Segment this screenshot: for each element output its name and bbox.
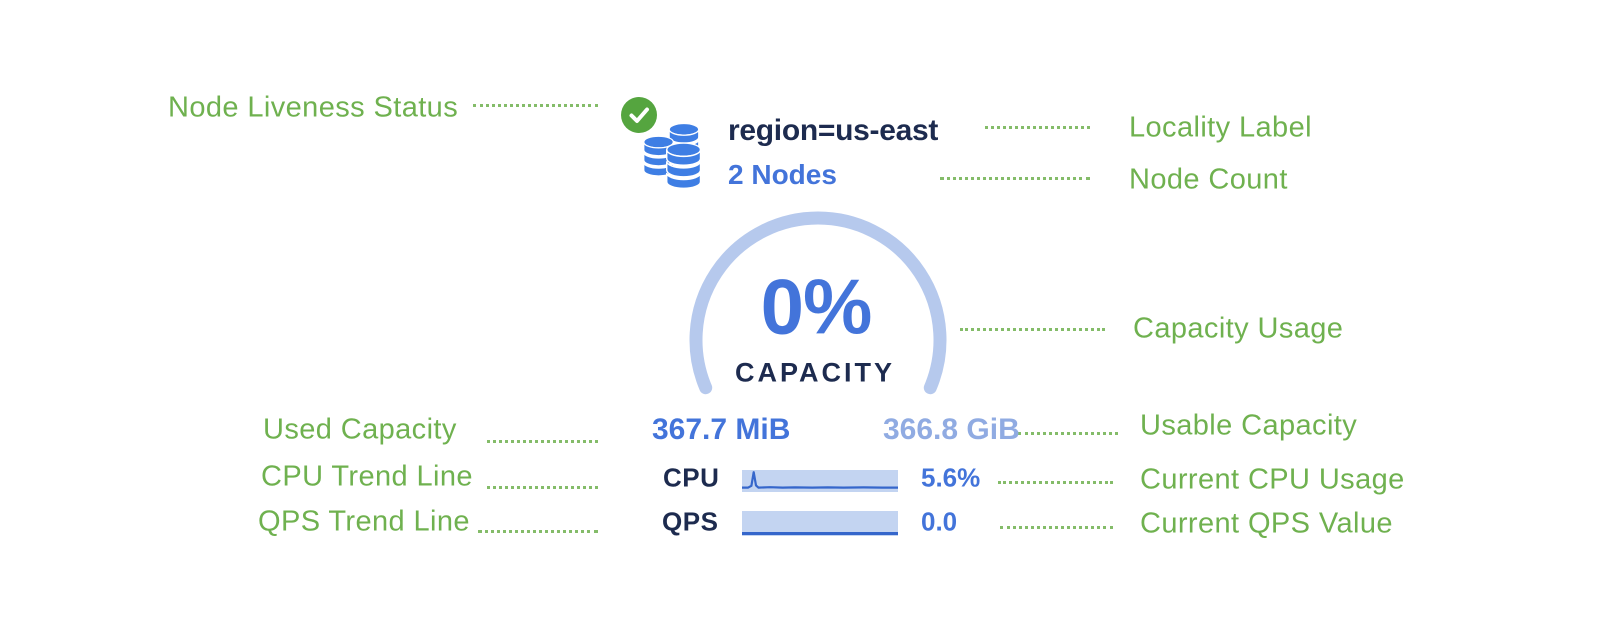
leader-line-capacity-usage <box>960 328 1105 331</box>
locality-label: region=us-east <box>728 114 939 147</box>
node-count: 2 Nodes <box>728 159 837 190</box>
annotation-usable-capacity: Usable Capacity <box>1140 409 1358 442</box>
qps-label: QPS <box>662 506 719 537</box>
leader-line-locality <box>985 126 1090 129</box>
annotation-current-qps-value: Current QPS Value <box>1140 507 1393 540</box>
leader-line-cpu-trend <box>487 486 598 489</box>
annotation-node-count: Node Count <box>1129 163 1288 196</box>
leader-line-current-cpu <box>998 481 1113 484</box>
annotation-current-cpu-usage: Current CPU Usage <box>1140 463 1405 496</box>
annotation-used-capacity: Used Capacity <box>263 413 457 446</box>
database-stack-icon <box>643 123 702 190</box>
used-capacity-value: 367.7 MiB <box>652 413 791 446</box>
annotation-capacity-usage: Capacity Usage <box>1133 312 1344 345</box>
cpu-trend-sparkline <box>742 470 898 492</box>
annotation-node-liveness-status: Node Liveness Status <box>168 91 459 124</box>
capacity-caption: CAPACITY <box>734 357 896 388</box>
cpu-label: CPU <box>663 462 720 493</box>
annotation-qps-trend-line: QPS Trend Line <box>258 505 470 538</box>
leader-line-used-capacity <box>487 440 598 443</box>
leader-line-qps-trend <box>478 530 598 533</box>
usable-capacity-value: 366.8 GiB <box>883 413 1020 446</box>
capacity-gauge-arc <box>689 211 947 395</box>
cpu-value: 5.6% <box>921 462 981 493</box>
annotation-locality-label: Locality Label <box>1129 111 1312 144</box>
leader-line-node-count <box>940 177 1090 180</box>
qps-trend-sparkline <box>742 511 898 536</box>
qps-value: 0.0 <box>921 506 958 537</box>
leader-line-node-liveness <box>473 104 598 107</box>
annotation-cpu-trend-line: CPU Trend Line <box>261 460 473 493</box>
check-icon <box>621 97 657 133</box>
leader-line-usable-capacity <box>1018 432 1118 435</box>
leader-line-current-qps <box>1000 526 1113 529</box>
capacity-percent: 0% <box>760 262 873 351</box>
